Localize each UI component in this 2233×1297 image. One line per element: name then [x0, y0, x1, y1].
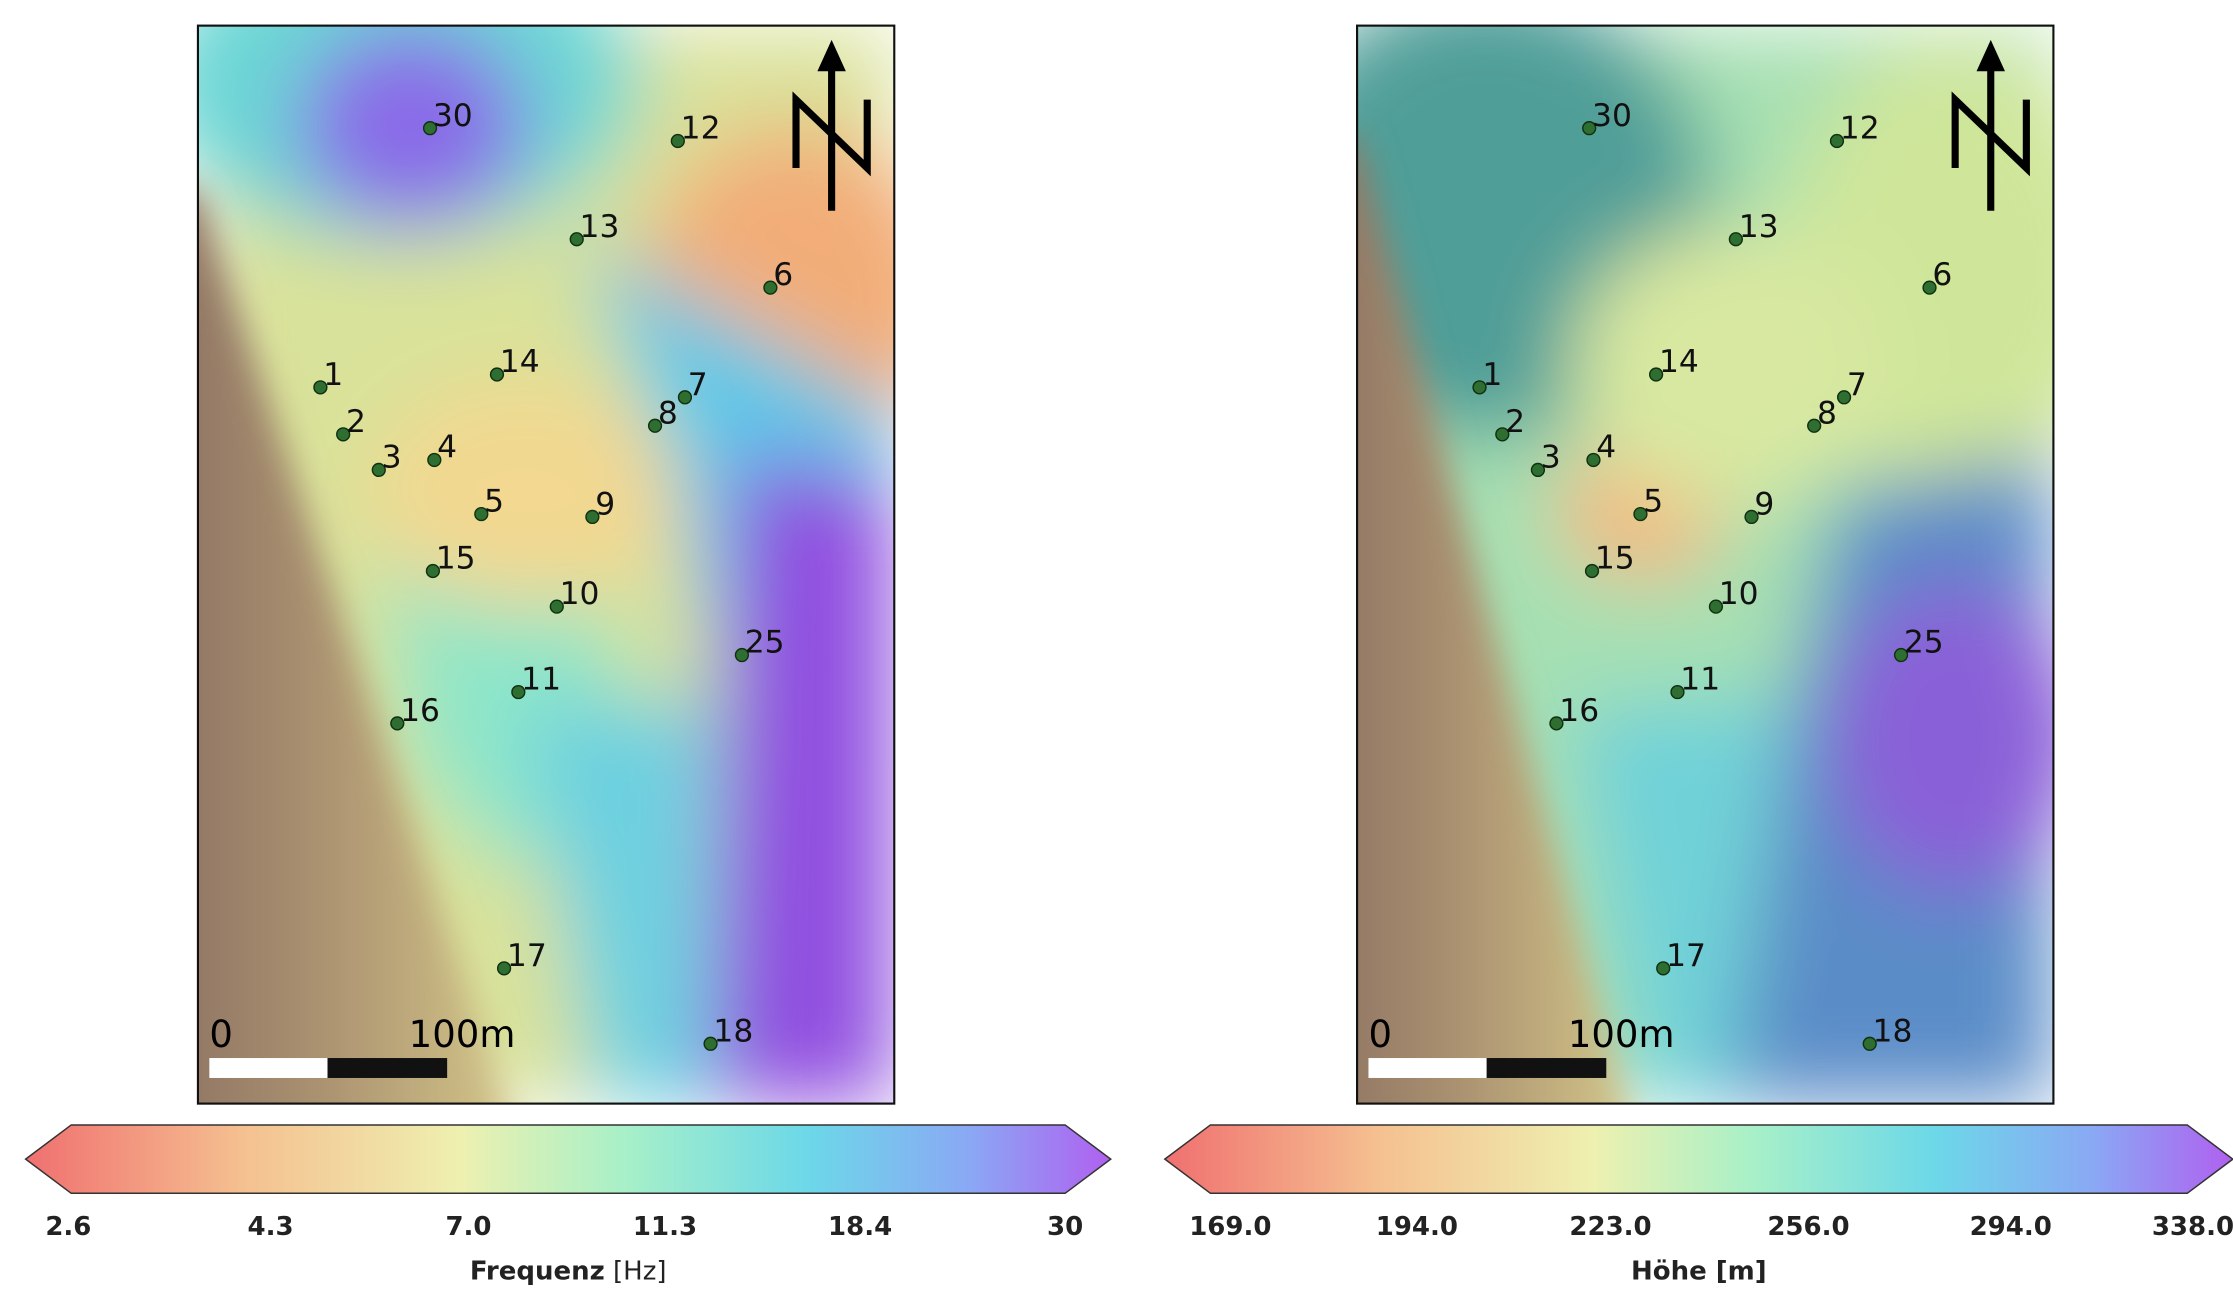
colorbar-tick-label: 194.0	[1376, 1212, 1458, 1242]
colorbar-title-text: Höhe [m]	[1631, 1256, 1767, 1286]
station-label: 9	[595, 487, 615, 523]
station-label: 30	[1592, 98, 1632, 134]
figure: 0100m30121361147823459151025111617182.64…	[0, 0, 2233, 1297]
scale-bar-label: 0	[1368, 1013, 1392, 1056]
colorbar-tick-label: 169.0	[1189, 1212, 1271, 1242]
station-label: 25	[1904, 625, 1944, 661]
station-label: 18	[713, 1013, 753, 1049]
station-label: 12	[681, 111, 721, 147]
colorbar-title: Höhe [m]	[1631, 1256, 1767, 1286]
station-label: 14	[500, 344, 540, 380]
colorbar-tick-label: 7.0	[445, 1212, 491, 1242]
station-label: 1	[1482, 357, 1502, 393]
scale-bar-white	[209, 1058, 327, 1078]
station-label: 5	[1643, 484, 1663, 520]
station-label: 11	[521, 662, 561, 698]
scale-bar-label: 100m	[409, 1013, 516, 1056]
colorbar	[26, 1125, 1111, 1193]
map-shading	[298, 26, 526, 225]
colorbar-tick-label: 30	[1047, 1212, 1083, 1242]
station-label: 5	[484, 484, 504, 520]
station-label: 7	[688, 367, 708, 403]
station-label: 12	[1840, 111, 1880, 147]
station-label: 13	[580, 209, 620, 245]
station-label: 10	[560, 576, 600, 612]
station-label: 11	[1680, 662, 1720, 698]
scale-bar-label: 0	[209, 1013, 233, 1056]
station-label: 25	[745, 625, 785, 661]
colorbar-title: Frequenz [Hz]	[470, 1256, 667, 1286]
station-label: 16	[400, 693, 440, 729]
station-label: 15	[1595, 541, 1635, 577]
station-label: 4	[437, 430, 457, 466]
colorbar-tick-label: 256.0	[1767, 1212, 1849, 1242]
station-label: 15	[436, 541, 476, 577]
colorbar-tick-label: 294.0	[1970, 1212, 2052, 1242]
colorbar	[1165, 1125, 2233, 1193]
station-label: 18	[1873, 1013, 1913, 1049]
colorbar-tick-label: 18.4	[828, 1212, 892, 1242]
scale-bar-black	[1487, 1058, 1607, 1078]
station-label: 3	[382, 440, 402, 476]
colorbar-title-text: Frequenz	[470, 1256, 605, 1286]
station-label: 30	[433, 98, 473, 134]
station-label: 6	[1932, 257, 1952, 293]
station-label: 2	[1505, 404, 1525, 440]
station-label: 17	[507, 938, 547, 974]
station-label: 7	[1847, 367, 1867, 403]
scale-bar-white	[1368, 1058, 1486, 1078]
station-label: 4	[1596, 430, 1616, 466]
scale-bar-black	[328, 1058, 448, 1078]
colorbar-tick-label: 2.6	[45, 1212, 91, 1242]
station-label: 2	[346, 404, 366, 440]
station-label: 3	[1541, 440, 1561, 476]
station-label: 9	[1754, 487, 1774, 523]
station-label: 8	[1817, 395, 1837, 431]
scale-bar-label: 100m	[1568, 1013, 1675, 1056]
station-label: 17	[1666, 938, 1706, 974]
station-label: 10	[1719, 576, 1759, 612]
station-label: 1	[323, 357, 343, 393]
map-shading	[369, 382, 682, 610]
station-label: 8	[658, 395, 678, 431]
map-background	[1257, 0, 2126, 1161]
station-label: 16	[1559, 693, 1599, 729]
colorbar-tick-label: 4.3	[248, 1212, 294, 1242]
colorbar-tick-label: 338.0	[2152, 1212, 2233, 1242]
colorbar-unit: [Hz]	[613, 1256, 667, 1286]
station-label: 6	[773, 257, 793, 293]
colorbar-tick-label: 11.3	[633, 1212, 697, 1242]
map-shading	[1571, 225, 1884, 510]
colorbar-tick-label: 223.0	[1569, 1212, 1651, 1242]
map-shading	[1827, 581, 2083, 894]
map-shading	[711, 453, 895, 1104]
station-label: 14	[1659, 344, 1699, 380]
station-label: 13	[1739, 209, 1779, 245]
